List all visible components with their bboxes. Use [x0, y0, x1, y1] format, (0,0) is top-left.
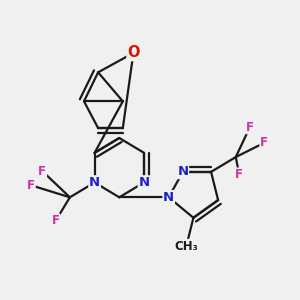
Text: F: F: [246, 121, 254, 134]
Text: N: N: [163, 191, 174, 204]
Text: F: F: [52, 214, 60, 227]
Text: F: F: [27, 179, 35, 192]
Text: N: N: [89, 176, 100, 189]
Text: O: O: [127, 45, 140, 60]
Text: N: N: [177, 165, 188, 178]
Text: F: F: [260, 136, 268, 149]
Text: F: F: [235, 168, 243, 181]
Text: N: N: [138, 176, 150, 189]
Text: F: F: [38, 165, 46, 178]
Text: CH₃: CH₃: [175, 239, 198, 253]
